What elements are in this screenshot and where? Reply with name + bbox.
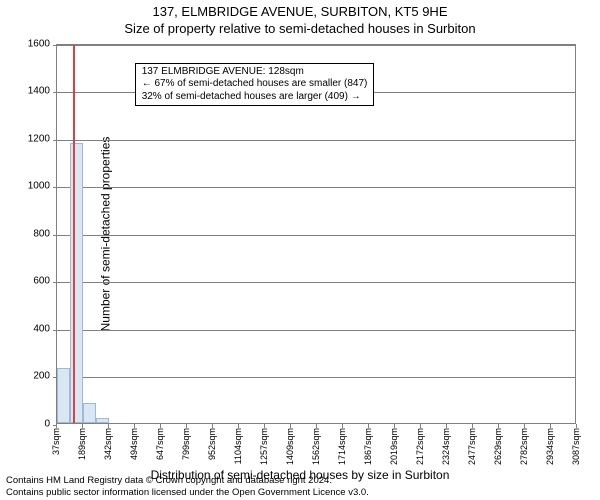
x-tick-label: 342sqm: [103, 428, 113, 460]
x-tick-label: 2629sqm: [493, 428, 503, 465]
y-tick-label: 0: [10, 418, 50, 429]
y-tick-mark: [53, 330, 57, 331]
histogram-bar: [96, 418, 109, 423]
gridline: [57, 45, 575, 46]
y-tick-label: 400: [10, 323, 50, 334]
x-tick-label: 2934sqm: [545, 428, 555, 465]
y-tick-mark: [53, 187, 57, 188]
y-tick-label: 1600: [10, 38, 50, 49]
y-tick-label: 1200: [10, 133, 50, 144]
y-tick-mark: [53, 140, 57, 141]
histogram-bar: [57, 368, 70, 423]
y-tick-label: 600: [10, 276, 50, 287]
gridline: [57, 187, 575, 188]
x-tick-label: 2782sqm: [519, 428, 529, 465]
footer-line2: Contains public sector information licen…: [6, 487, 369, 498]
y-tick-mark: [53, 235, 57, 236]
y-tick-mark: [53, 92, 57, 93]
gridline: [57, 140, 575, 141]
annotation-box: 137 ELMBRIDGE AVENUE: 128sqm← 67% of sem…: [135, 63, 375, 107]
annotation-line: ← 67% of semi-detached houses are smalle…: [142, 78, 368, 91]
x-tick-label: 2172sqm: [415, 428, 425, 465]
y-tick-label: 1000: [10, 181, 50, 192]
x-tick-label: 37sqm: [51, 428, 61, 455]
x-tick-label: 1867sqm: [363, 428, 373, 465]
y-tick-label: 200: [10, 371, 50, 382]
chart-title-line2: Size of property relative to semi-detach…: [0, 21, 600, 38]
chart-title-block: 137, ELMBRIDGE AVENUE, SURBITON, KT5 9HE…: [0, 0, 600, 38]
footer: Contains HM Land Registry data © Crown c…: [6, 475, 369, 498]
histogram-bar: [83, 403, 96, 423]
chart-title-line1: 137, ELMBRIDGE AVENUE, SURBITON, KT5 9HE: [0, 4, 600, 21]
x-tick-label: 3087sqm: [571, 428, 581, 465]
x-tick-label: 2324sqm: [441, 428, 451, 465]
gridline: [57, 330, 575, 331]
chart-container: Number of semi-detached properties 137 E…: [56, 44, 576, 424]
plot-area: 137 ELMBRIDGE AVENUE: 128sqm← 67% of sem…: [56, 44, 576, 424]
gridline: [57, 377, 575, 378]
y-tick-mark: [53, 282, 57, 283]
x-tick-label: 952sqm: [207, 428, 217, 460]
y-tick-mark: [53, 45, 57, 46]
x-tick-label: 494sqm: [129, 428, 139, 460]
x-tick-label: 1409sqm: [285, 428, 295, 465]
x-tick-label: 1104sqm: [233, 428, 243, 464]
x-tick-label: 1562sqm: [311, 428, 321, 465]
x-tick-label: 189sqm: [77, 428, 87, 460]
x-tick-label: 1257sqm: [259, 428, 269, 465]
x-tick-label: 2019sqm: [389, 428, 399, 465]
x-tick-label: 647sqm: [155, 428, 165, 460]
gridline: [57, 282, 575, 283]
x-tick-label: 799sqm: [181, 428, 191, 460]
footer-line1: Contains HM Land Registry data © Crown c…: [6, 475, 369, 486]
y-tick-label: 800: [10, 228, 50, 239]
x-tick-label: 2477sqm: [467, 428, 477, 465]
annotation-line: 32% of semi-detached houses are larger (…: [142, 91, 368, 104]
y-tick-label: 1400: [10, 86, 50, 97]
x-tick-label: 1714sqm: [337, 428, 347, 465]
reference-line: [73, 45, 75, 423]
annotation-title: 137 ELMBRIDGE AVENUE: 128sqm: [142, 66, 368, 79]
gridline: [57, 235, 575, 236]
